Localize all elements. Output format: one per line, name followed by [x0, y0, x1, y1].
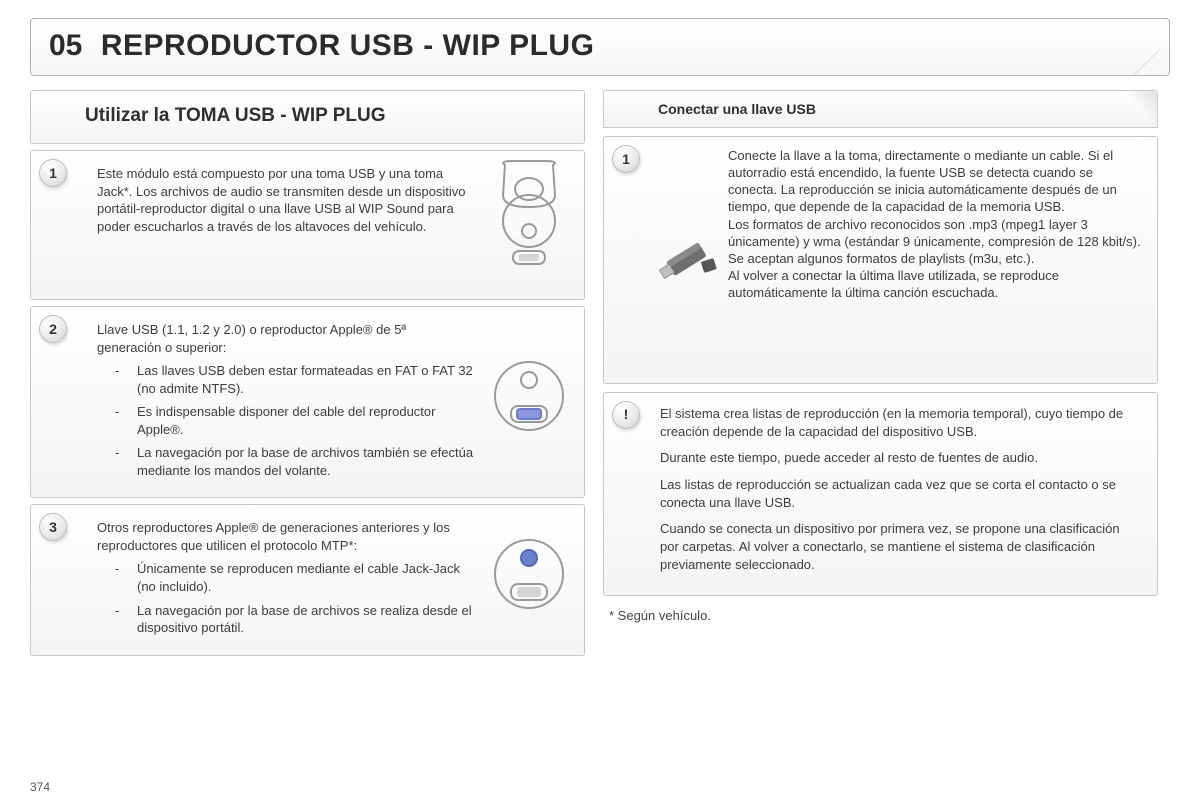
step-3-lead: Otros reproductores Apple® de generacion…	[97, 519, 474, 554]
step-marker: 2	[39, 315, 67, 343]
right-header-title: Conectar una llave USB	[658, 101, 1139, 117]
step-marker: 1	[612, 145, 640, 173]
paragraph: El sistema crea listas de reproducción (…	[660, 405, 1139, 441]
right-step-panel: 1 Conecte la llave a la toma, directamen…	[603, 136, 1158, 384]
list-item: La navegación por la base de archivos ta…	[115, 444, 474, 479]
paragraph: Al volver a conectar la última llave uti…	[728, 267, 1145, 301]
right-step-text: Conecte la llave a la toma, directamente…	[722, 147, 1145, 373]
page-number: 374	[30, 780, 50, 794]
step-3-bullets: Únicamente se reproducen mediante el cab…	[97, 560, 474, 636]
list-item: La navegación por la base de archivos se…	[115, 602, 474, 637]
subheading: Utilizar la TOMA USB - WIP PLUG	[85, 105, 564, 127]
step-2-bullets: Las llaves USB deben estar formateadas e…	[97, 362, 474, 479]
step-1-text: Este módulo está compuesto por una toma …	[39, 159, 482, 287]
chapter-title: REPRODUCTOR USB - WIP PLUG	[101, 29, 595, 62]
content-columns: Utilizar la TOMA USB - WIP PLUG 1 Este m…	[30, 90, 1170, 656]
chapter-header: 05 REPRODUCTOR USB - WIP PLUG	[30, 18, 1170, 76]
subheading-panel: Utilizar la TOMA USB - WIP PLUG	[30, 90, 585, 144]
port-open-icon	[482, 159, 576, 287]
step-3-panel: 3 Otros reproductores Apple® de generaci…	[30, 504, 585, 656]
usb-key-icon	[612, 147, 722, 373]
step-1-panel: 1 Este módulo está compuesto por una tom…	[30, 150, 585, 300]
chapter-number: 05	[49, 29, 82, 62]
paragraph: Conecte la llave a la toma, directamente…	[728, 147, 1145, 216]
list-item: Las llaves USB deben estar formateadas e…	[115, 362, 474, 397]
paragraph: Se aceptan algunos formatos de playlists…	[728, 250, 1145, 267]
step-marker: 1	[39, 159, 67, 187]
footnote: * Según vehículo.	[603, 604, 1158, 627]
right-column: Conectar una llave USB 1 Conecte la llav…	[603, 90, 1158, 656]
paragraph: Cuando se conecta un dispositivo por pri…	[660, 520, 1139, 575]
left-column: Utilizar la TOMA USB - WIP PLUG 1 Este m…	[30, 90, 585, 656]
step-2-panel: 2 Llave USB (1.1, 1.2 y 2.0) o reproduct…	[30, 306, 585, 498]
list-item: Únicamente se reproducen mediante el cab…	[115, 560, 474, 595]
paragraph: Durante este tiempo, puede acceder al re…	[660, 449, 1139, 467]
paragraph: Los formatos de archivo reconocidos son …	[728, 216, 1145, 250]
paragraph: Las listas de reproducción se actualizan…	[660, 476, 1139, 512]
port-usb-icon	[482, 315, 576, 485]
step-2-lead: Llave USB (1.1, 1.2 y 2.0) o reproductor…	[97, 321, 474, 356]
list-item: Es indispensable disponer del cable del …	[115, 403, 474, 438]
info-panel: ! El sistema crea listas de reproducción…	[603, 392, 1158, 596]
right-header: Conectar una llave USB	[603, 90, 1158, 128]
info-marker: !	[612, 401, 640, 429]
port-jack-icon	[482, 513, 576, 643]
